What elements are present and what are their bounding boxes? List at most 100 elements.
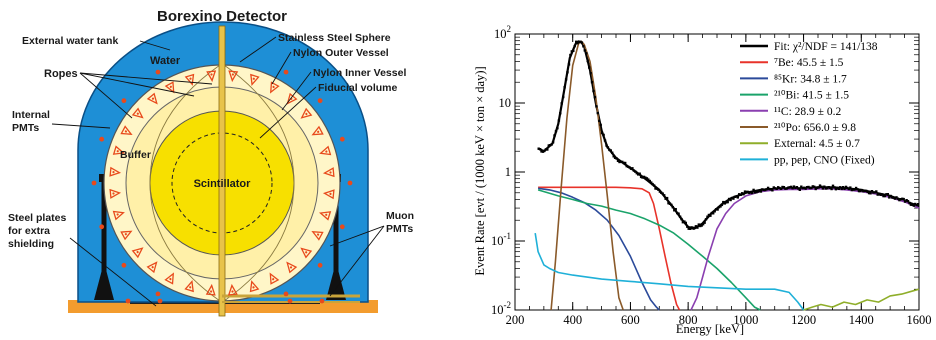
data-point	[537, 147, 540, 150]
data-point	[739, 193, 742, 196]
data-point	[896, 197, 900, 200]
data-point	[769, 188, 773, 191]
data-point	[800, 185, 803, 188]
data-point	[696, 226, 699, 229]
data-point	[808, 186, 812, 190]
label-ropes: Ropes	[44, 68, 78, 80]
data-point	[652, 184, 656, 187]
muon-pmt-icon	[99, 224, 105, 230]
data-point	[641, 176, 644, 179]
data-point	[824, 187, 827, 190]
series-line-1	[538, 186, 681, 311]
data-point	[772, 186, 775, 189]
label-nylon-outer-vessel: Nylon Outer Vessel	[293, 47, 389, 59]
data-point	[814, 187, 817, 191]
data-point	[882, 194, 885, 198]
muon-pmt-icon	[99, 136, 105, 142]
data-point	[677, 212, 680, 215]
muon-pmt-icon	[125, 298, 131, 304]
data-point	[856, 188, 859, 191]
data-point	[831, 184, 835, 187]
x-tick-label: 600	[621, 313, 640, 327]
series-line-5	[550, 40, 624, 311]
label-external-water-tank: External water tank	[22, 35, 118, 47]
data-point	[608, 148, 611, 152]
data-point	[687, 227, 690, 230]
data-point	[826, 187, 829, 190]
data-point	[847, 187, 851, 191]
data-point	[885, 193, 888, 196]
legend-entry: ⁸⁵Kr: 34.8 ± 1.7	[774, 73, 847, 85]
data-point	[543, 149, 546, 153]
series-line-6	[803, 288, 920, 311]
x-tick-label: 1400	[849, 313, 874, 327]
data-point	[668, 202, 672, 205]
legend-entry: External: 4.5 ± 0.7	[774, 138, 860, 150]
data-point	[583, 49, 586, 52]
data-point	[626, 165, 630, 168]
data-point	[810, 186, 813, 190]
data-point	[585, 52, 588, 55]
muon-pmt-icon	[155, 69, 161, 75]
data-point	[891, 196, 894, 199]
data-point	[654, 187, 657, 190]
muon-pmt-set	[91, 69, 353, 304]
data-point	[895, 196, 898, 199]
x-tick-label: 200	[506, 313, 525, 327]
series-line-7	[534, 232, 805, 311]
data-point	[593, 95, 597, 99]
data-point	[642, 175, 646, 179]
data-point	[563, 86, 566, 89]
data-point	[605, 144, 608, 147]
data-point	[875, 190, 878, 193]
label-internal-pmts-line2: PMTs	[12, 122, 39, 134]
data-point	[681, 221, 685, 224]
muon-pmt-icon	[283, 69, 289, 75]
data-point	[844, 185, 848, 189]
data-point	[735, 195, 738, 198]
data-point	[751, 191, 754, 195]
label-scintillator: Scintillator	[194, 178, 252, 190]
data-point	[670, 203, 673, 207]
data-point	[818, 184, 822, 187]
data-point	[600, 131, 604, 135]
data-point	[651, 182, 654, 186]
data-point	[795, 186, 799, 189]
data-point	[836, 186, 839, 190]
data-point	[549, 144, 552, 147]
data-point	[622, 161, 625, 165]
data-point	[866, 190, 869, 193]
data-point	[777, 186, 780, 189]
data-point	[821, 187, 825, 190]
data-point	[564, 78, 568, 81]
data-point	[815, 186, 819, 189]
data-point	[841, 186, 845, 189]
data-point	[725, 201, 728, 204]
data-point	[572, 49, 575, 52]
data-point	[697, 223, 700, 226]
muon-pmt-icon	[155, 291, 161, 297]
data-points	[537, 40, 920, 230]
data-point	[863, 189, 866, 193]
data-point	[612, 155, 615, 158]
data-point	[774, 187, 777, 190]
data-point	[707, 213, 711, 217]
data-point	[716, 208, 719, 211]
data-point	[733, 195, 737, 198]
data-point	[683, 220, 686, 223]
data-point	[694, 225, 698, 228]
data-point	[719, 205, 722, 208]
data-point	[684, 221, 687, 225]
data-point	[560, 102, 563, 105]
legend-entry: pp, pep, CNO (Fixed)	[774, 154, 875, 166]
data-point	[673, 209, 676, 212]
data-point	[740, 192, 744, 195]
data-point	[665, 196, 669, 200]
data-point	[577, 40, 581, 44]
x-axis-label: Energy [keV]	[676, 322, 744, 336]
data-point	[914, 202, 917, 206]
data-point	[768, 187, 771, 191]
muon-pmt-icon	[287, 298, 293, 304]
data-point	[785, 187, 788, 190]
data-point	[556, 127, 559, 130]
